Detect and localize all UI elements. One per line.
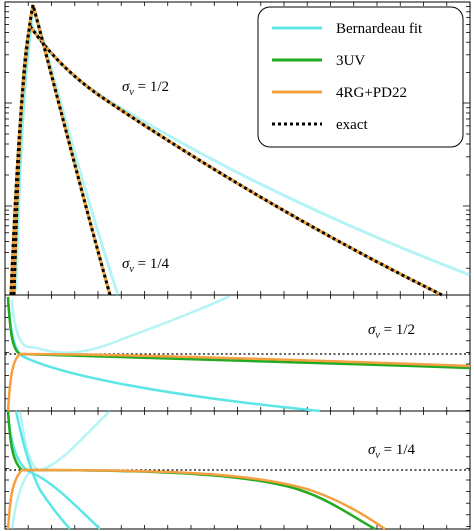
bernardeau-ratio-faint-middle [10, 294, 231, 354]
legend: Bernardeau fit 3UV 4RG+PD22 exact [257, 6, 464, 148]
legend-label-3uv: 3UV [336, 53, 365, 69]
annotation-top-quarter: σv = 1/4 [122, 256, 169, 275]
legend-label-4rg: 4RG+PD22 [336, 85, 407, 101]
bottom-panel-curves [6, 410, 386, 531]
annotation-top-half: σv = 1/2 [122, 79, 169, 98]
4rg-ratio-bottom [6, 468, 386, 531]
bernardeau-fit-curve-quarter [12, 7, 120, 296]
annotation-bottom: σv = 1/4 [368, 442, 415, 461]
legend-box [257, 6, 464, 148]
bernardeau-ratio-faint-bottom-2 [10, 471, 31, 530]
axis-ticks [4, 2, 471, 529]
middle-panel-curves [6, 294, 471, 413]
exact-curve-quarter [9, 4, 112, 296]
4rg-ratio-middle [6, 352, 471, 412]
top-panel-curves [9, 4, 471, 297]
bernardeau-ratio-bottom-2 [14, 410, 71, 530]
legend-label-exact: exact [336, 117, 368, 133]
bernardeau-ratio-faint-bottom [18, 410, 111, 472]
4rg-curve-quarter [9, 4, 112, 296]
annotation-middle: σv = 1/2 [368, 322, 415, 341]
legend-label-bernardeau: Bernardeau fit [336, 21, 423, 37]
